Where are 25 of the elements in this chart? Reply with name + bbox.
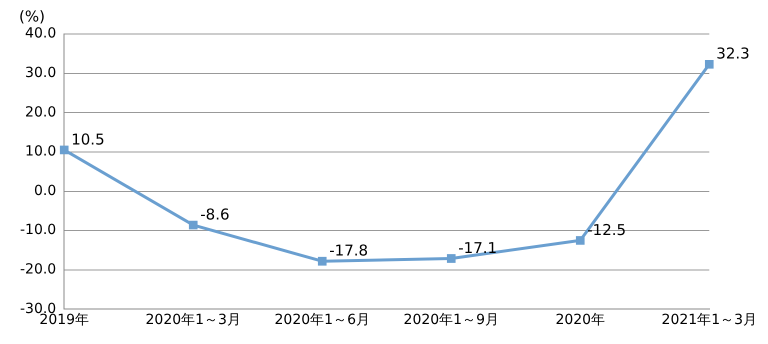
y-tick-label: -20.0 — [20, 262, 56, 278]
data-label: -17.1 — [458, 238, 498, 257]
x-tick-label: 2021年1～3月 — [662, 312, 758, 328]
point — [446, 254, 456, 263]
y-tick-label: 20.0 — [25, 104, 56, 120]
data-label: -17.8 — [329, 242, 368, 260]
y-tick-label: 40.0 — [25, 26, 56, 42]
x-tick-label: 2020年1～9月 — [404, 312, 499, 328]
x-tick-label: 2020年 — [555, 312, 606, 328]
point — [318, 256, 327, 266]
point — [60, 146, 69, 154]
y-tick-label: -10.0 — [20, 222, 56, 238]
y-tick-label: 0.0 — [34, 182, 56, 199]
point — [576, 236, 585, 245]
data-label: -8.6 — [200, 205, 230, 224]
x-tick-label: 2020年1～6月 — [274, 312, 370, 328]
point — [704, 60, 714, 69]
data-label: 10.5 — [71, 130, 105, 148]
x-tick-label: 2020年1～3月 — [146, 312, 241, 328]
point — [188, 220, 198, 230]
data-label: 32.3 — [716, 44, 750, 63]
data-label: -12.5 — [587, 220, 626, 239]
y-axis-title: (%) — [19, 7, 45, 26]
y-tick-label: 30.0 — [25, 64, 56, 81]
y-tick-label: 10.0 — [25, 144, 56, 160]
